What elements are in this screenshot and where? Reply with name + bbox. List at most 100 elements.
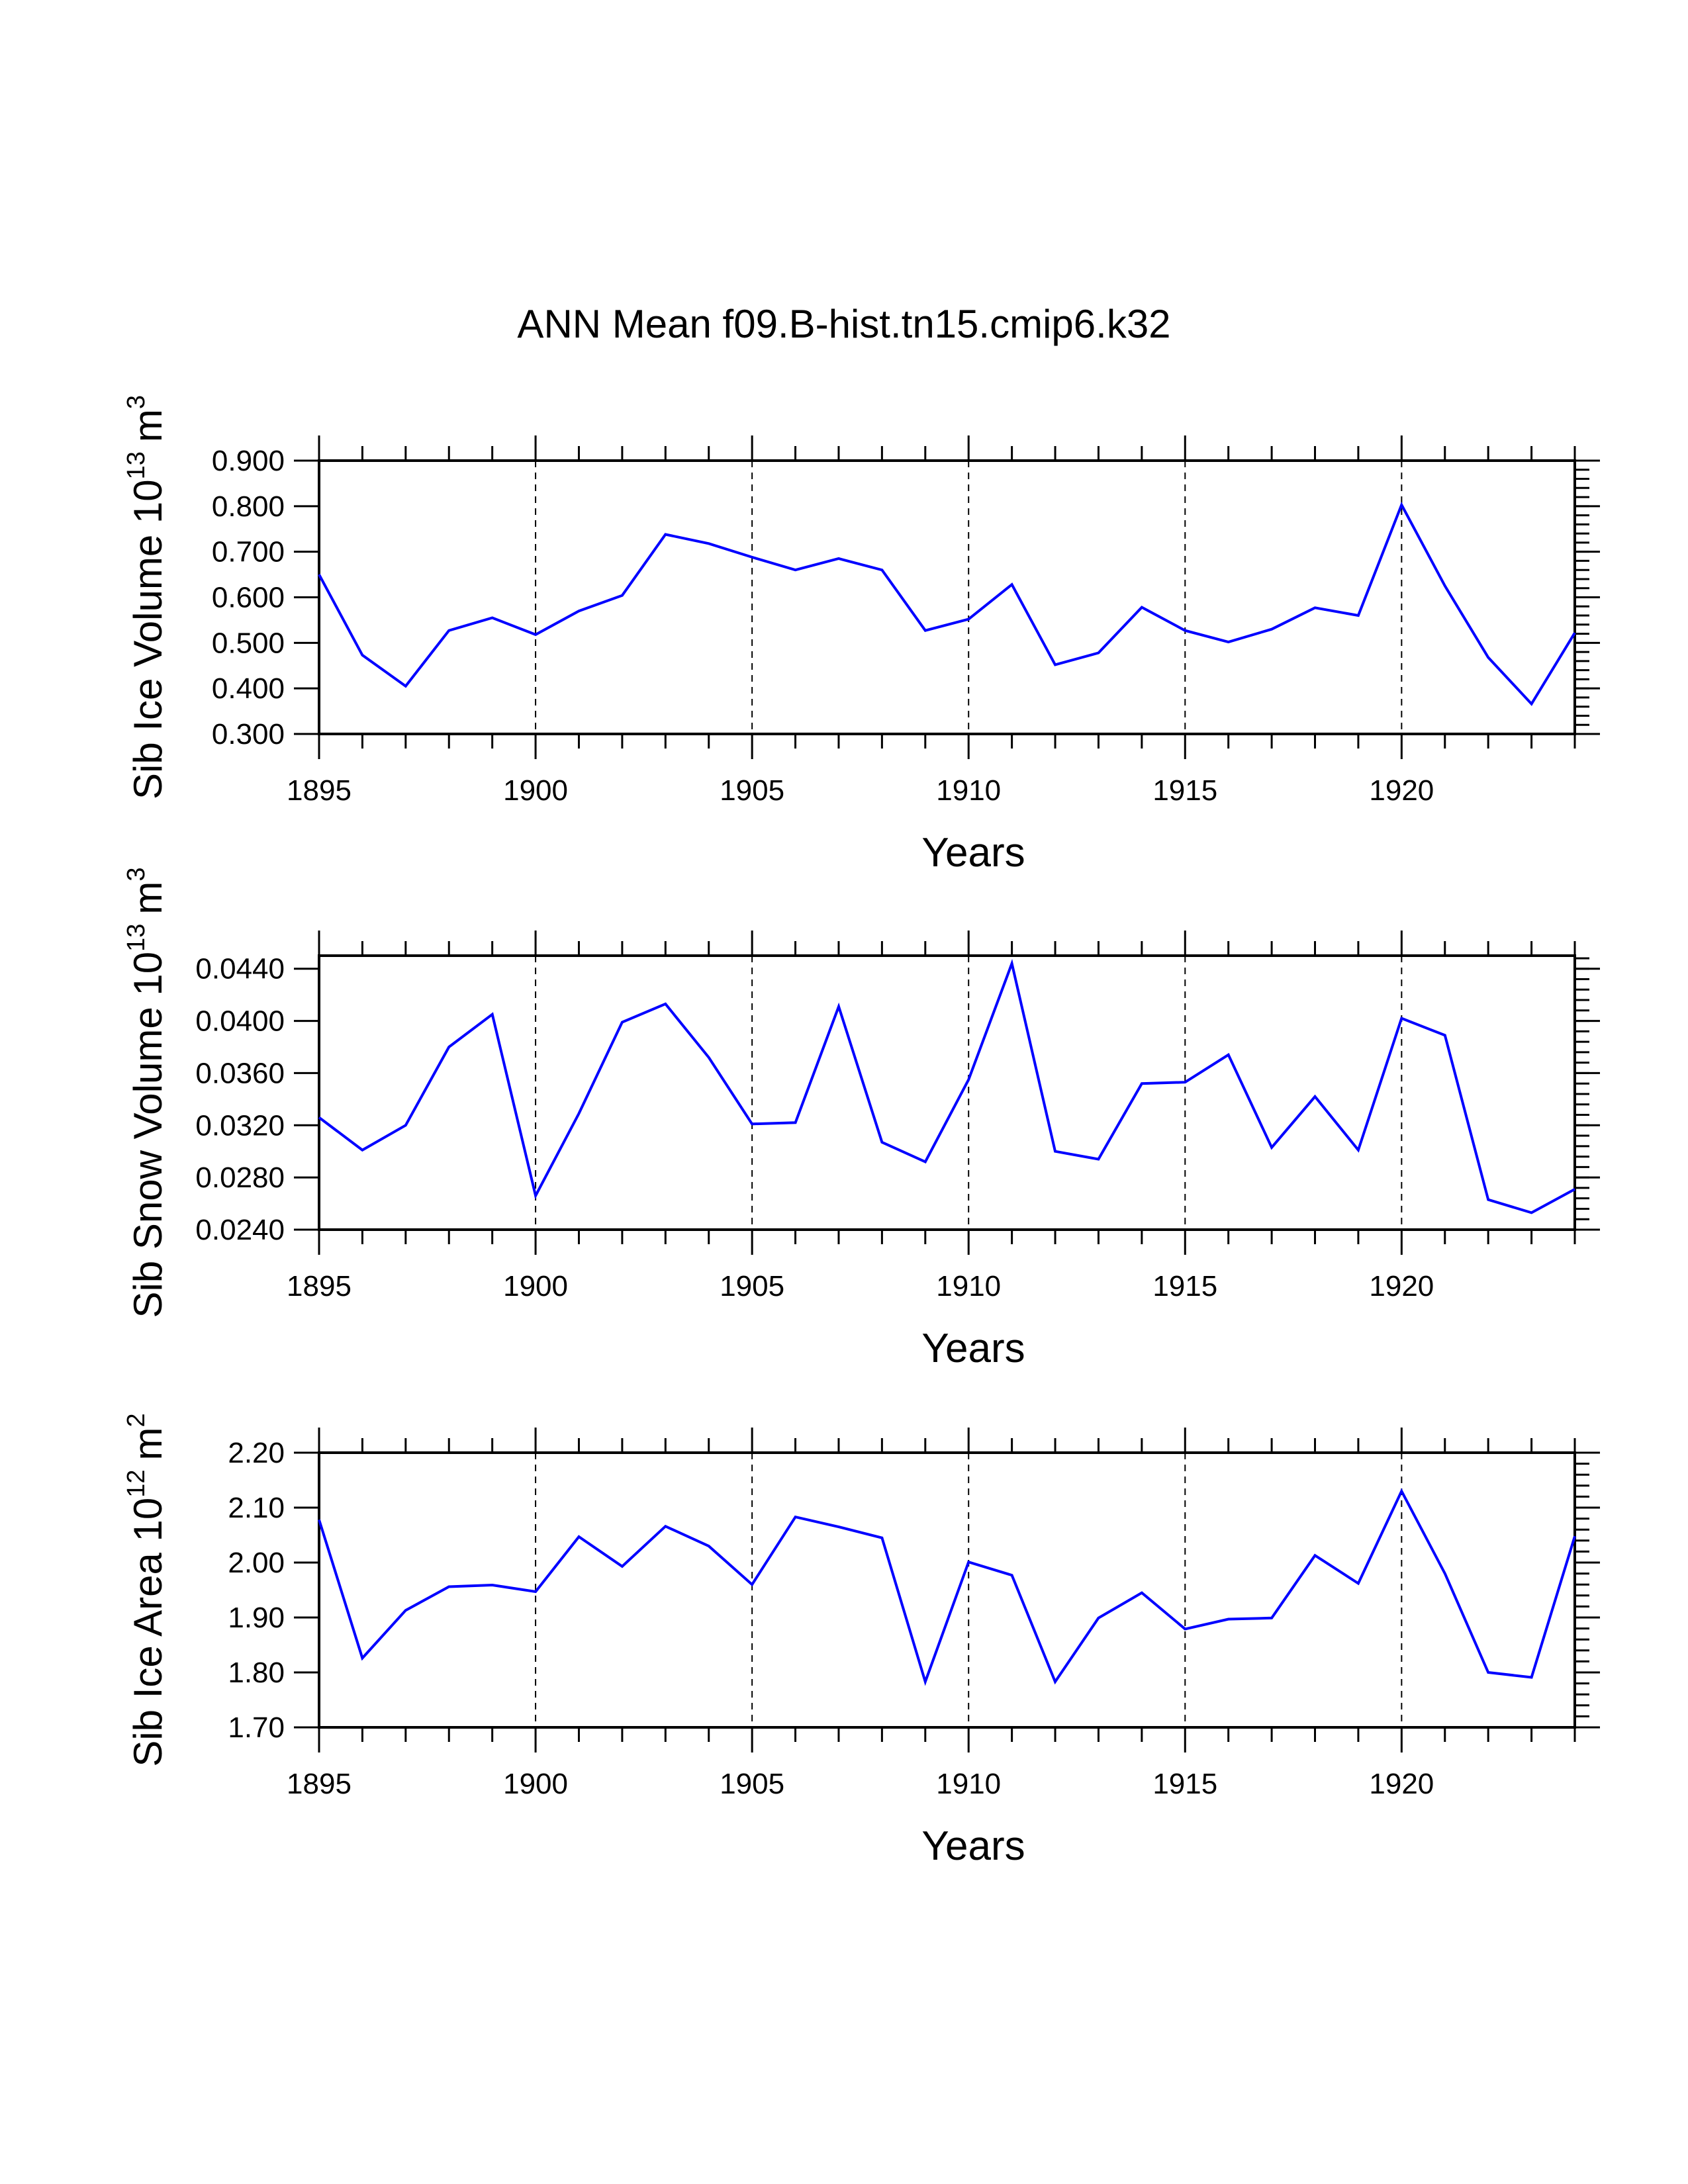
data-point	[1010, 962, 1014, 966]
data-point	[360, 1148, 364, 1152]
y-axis-title-exponent: 12	[122, 1469, 150, 1497]
data-point	[1096, 651, 1100, 655]
chart-panel-2: 1895 1900 1905 1910 1915 1920 0.0240 0.0280 0.03…	[122, 867, 1600, 1371]
x-tick-label: 1895	[287, 774, 352, 807]
y-axis-title-exponent: 13	[122, 451, 150, 479]
data-point	[577, 1535, 581, 1539]
x-tick-label: 1905	[720, 774, 784, 807]
data-point	[1270, 1146, 1274, 1150]
data-point	[577, 1112, 581, 1116]
data-point	[880, 1536, 884, 1540]
y-tick-label: 0.900	[212, 445, 285, 477]
data-point	[1486, 655, 1490, 659]
y-axis-title-exponent: 13	[122, 924, 150, 952]
y-tick-label: 0.0320	[195, 1109, 285, 1142]
y-axis-title-unit-exponent: 3	[122, 395, 150, 409]
data-point	[707, 1544, 711, 1548]
y-tick-label: 0.0400	[195, 1005, 285, 1038]
x-tick-label: 1900	[503, 1768, 568, 1800]
data-point	[360, 653, 364, 657]
plot-frame	[318, 459, 1576, 735]
data-point	[880, 568, 884, 572]
data-point	[880, 1140, 884, 1144]
data-point	[577, 609, 581, 613]
series-line	[318, 502, 1576, 706]
data-point	[1053, 1150, 1057, 1154]
data-point	[620, 594, 624, 598]
data-point	[966, 1560, 970, 1564]
data-point	[750, 1582, 754, 1586]
data-point	[491, 1583, 494, 1587]
data-point	[1096, 1616, 1100, 1620]
data-point	[923, 1160, 927, 1163]
data-point	[317, 1518, 321, 1522]
data-point	[1486, 1670, 1490, 1674]
y-axis-title-unit: m	[126, 1427, 170, 1460]
data-point	[1010, 1573, 1014, 1577]
data-point	[1096, 1158, 1100, 1161]
y-axis-title: Sib Ice Area 1012 m2	[122, 1413, 170, 1766]
data-point	[1573, 1534, 1577, 1538]
data-point	[1443, 1572, 1447, 1576]
data-point	[1140, 1591, 1144, 1595]
y-tick-label: 0.400	[212, 672, 285, 705]
data-point	[1313, 1095, 1317, 1099]
data-point	[447, 629, 451, 633]
data-point	[447, 1585, 451, 1589]
page-title: ANN Mean f09.B-hist.tn15.cmip6.k32	[517, 302, 1171, 346]
data-point	[750, 555, 754, 559]
x-tick-label: 1900	[503, 1270, 568, 1302]
y-tick-label: 1.70	[228, 1711, 285, 1744]
data-point	[534, 1590, 538, 1594]
y-tick-label: 0.0280	[195, 1161, 285, 1194]
x-tick-label: 1920	[1369, 1270, 1434, 1302]
data-point	[317, 1115, 321, 1119]
y-axis-title-unit: m	[126, 409, 170, 442]
series-line	[318, 958, 1575, 1214]
data-point	[447, 1045, 451, 1049]
data-point	[1443, 1033, 1447, 1037]
data-point	[1010, 582, 1014, 586]
x-tick-label: 1895	[287, 1768, 352, 1800]
y-axis-title-base: Sib Ice Volume 10	[126, 479, 170, 799]
data-point	[1227, 1617, 1231, 1621]
data-point	[1573, 631, 1577, 635]
y-tick-label: 2.00	[228, 1547, 285, 1579]
data-point	[404, 1123, 408, 1127]
x-tick-label: 1905	[720, 1270, 784, 1302]
data-point	[1399, 1489, 1403, 1493]
data-point	[1270, 1616, 1274, 1620]
data-point	[1140, 606, 1144, 610]
data-point	[1227, 640, 1231, 644]
data-point	[707, 541, 711, 545]
data-point	[1356, 1148, 1360, 1152]
data-point	[750, 1122, 754, 1126]
x-tick-label: 1915	[1152, 774, 1217, 807]
data-point	[1183, 1080, 1187, 1084]
data-point	[1227, 1053, 1231, 1057]
y-tick-label: 0.300	[212, 718, 285, 751]
data-point	[620, 1021, 624, 1024]
y-axis-title-base: Sib Snow Volume 10	[126, 952, 170, 1318]
x-tick-label: 1910	[936, 1768, 1001, 1800]
data-point	[794, 568, 798, 572]
x-tick-label: 1910	[936, 774, 1001, 807]
data-point	[1573, 1187, 1577, 1191]
data-point	[923, 629, 927, 633]
data-point	[663, 1002, 667, 1006]
data-point	[491, 615, 494, 619]
y-tick-label: 0.0360	[195, 1057, 285, 1089]
data-point	[1053, 662, 1057, 666]
x-tick-label: 1920	[1369, 1768, 1434, 1800]
data-point	[966, 617, 970, 621]
plot-frame	[318, 1451, 1576, 1729]
y-tick-label: 0.0240	[195, 1214, 285, 1246]
data-point	[534, 1194, 538, 1198]
data-point	[1530, 1675, 1534, 1679]
data-point	[1486, 1198, 1490, 1202]
y-tick-label: 1.90	[228, 1602, 285, 1634]
data-point	[966, 1077, 970, 1081]
y-tick-label: 2.20	[228, 1437, 285, 1469]
x-tick-label: 1915	[1152, 1768, 1217, 1800]
